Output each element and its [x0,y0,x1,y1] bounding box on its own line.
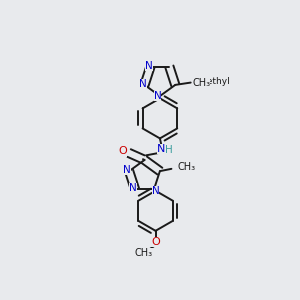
Text: CH₃: CH₃ [135,248,153,258]
Text: O: O [151,237,160,248]
Text: CH₃: CH₃ [178,162,196,172]
Text: methyl: methyl [198,77,230,86]
Text: CH₃: CH₃ [192,78,210,88]
Text: N: N [129,184,136,194]
Text: N: N [139,79,147,89]
Text: N: N [145,61,153,71]
Text: N: N [157,144,166,154]
Text: H: H [164,145,172,155]
Text: N: N [152,186,159,196]
Text: N: N [154,91,161,101]
Text: N: N [123,165,131,176]
Text: O: O [118,146,127,157]
